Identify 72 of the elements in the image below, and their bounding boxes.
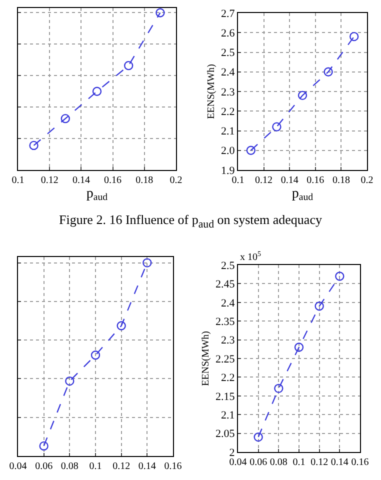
y-tick-label: 1.9 <box>221 164 236 177</box>
point <box>294 342 304 352</box>
x-tick-label: 0.18 <box>332 175 350 186</box>
x-tick-label: 0.12 <box>112 461 130 472</box>
x-tick-label: 0.1 <box>232 175 244 186</box>
point <box>254 432 263 442</box>
point <box>350 32 359 42</box>
x-tick-label: 0.06 <box>35 461 53 472</box>
y-tick-label: 2.4 <box>221 66 236 79</box>
x-tick-label: 0.04 <box>9 461 27 472</box>
x-tick-label: 0.16 <box>351 457 369 468</box>
point <box>274 384 284 394</box>
y-tick-label: 2.6 <box>221 27 236 40</box>
y-tick-label: 2.25 <box>216 353 236 366</box>
y-tick-label: 2.3 <box>221 334 236 347</box>
y-tick-label: 2.0 <box>221 145 236 158</box>
x-tick-label: 0.14 <box>330 457 348 468</box>
x-tick-label: 0.1 <box>12 175 24 186</box>
x-tick-label: 0.08 <box>60 461 78 472</box>
y-tick-label: 2.35 <box>216 316 236 328</box>
point <box>60 114 70 124</box>
x-tick-label: 0.18 <box>136 175 154 186</box>
x-tick-label: 0.14 <box>72 175 90 186</box>
x-tick-label: 0.1 <box>292 457 306 468</box>
point <box>314 302 324 311</box>
point <box>272 122 282 132</box>
x-tick-label: 0.14 <box>280 175 298 186</box>
y-tick-label: 2.7 <box>221 8 236 20</box>
x-tick-label: 0.16 <box>164 461 182 472</box>
y-tick-label: 2.2 <box>221 372 235 384</box>
y-tick-label: 2.15 <box>216 390 236 403</box>
x-tick-label: 0.1 <box>89 461 102 472</box>
x-tick-label: 0.12 <box>40 175 58 186</box>
y-tick-label: 2.3 <box>221 86 236 98</box>
point <box>335 272 344 281</box>
x-tick-label: 0.16 <box>306 175 324 186</box>
y-axis-title: EENS(MWh) <box>200 331 212 386</box>
x-tick-label: 0.08 <box>270 457 288 468</box>
point <box>39 441 48 451</box>
point <box>29 140 38 150</box>
y-tick-label: 2.05 <box>216 428 236 440</box>
text: x 10$^{5}$ <box>240 250 262 264</box>
x-tick-label: 0.14 <box>138 461 156 472</box>
x-tick-label: 0.06 <box>250 457 268 468</box>
y-tick-label: 2.45 <box>216 278 236 291</box>
point <box>298 90 308 100</box>
x-axis-title: p$_{aud}$ <box>292 186 314 204</box>
caption: Figure 2. 16 Influence of p$_{aud}$ on system adequacy <box>58 212 323 231</box>
x-tick-label: 0.04 <box>229 457 247 468</box>
y-tick-label: 2.2 <box>221 106 235 118</box>
point <box>116 321 126 330</box>
x-tick-label: 0.2 <box>170 175 182 186</box>
x-tick-label: 0.12 <box>255 175 273 186</box>
point <box>124 60 134 70</box>
point <box>142 258 152 268</box>
y-tick-label: 2.5 <box>221 260 236 272</box>
x-tick-label: 0.2 <box>360 175 374 186</box>
point <box>156 8 165 18</box>
y-tick-label: 2.4 <box>221 297 236 310</box>
y-tick-label: 2 <box>229 446 235 459</box>
y-tick-label: 2.1 <box>221 409 235 422</box>
y-axis-title: EENS(MWh) <box>206 64 218 119</box>
point <box>324 67 333 76</box>
point <box>65 376 74 386</box>
point <box>246 146 256 155</box>
x-tick-label: 0.12 <box>310 457 328 468</box>
point <box>90 350 100 360</box>
y-tick-label: 2.5 <box>221 47 236 60</box>
x-tick-label: 0.16 <box>104 175 122 186</box>
point <box>92 86 102 96</box>
x-axis-title: p$_{aud}$ <box>86 186 108 204</box>
y-tick-label: 2.1 <box>221 126 235 138</box>
